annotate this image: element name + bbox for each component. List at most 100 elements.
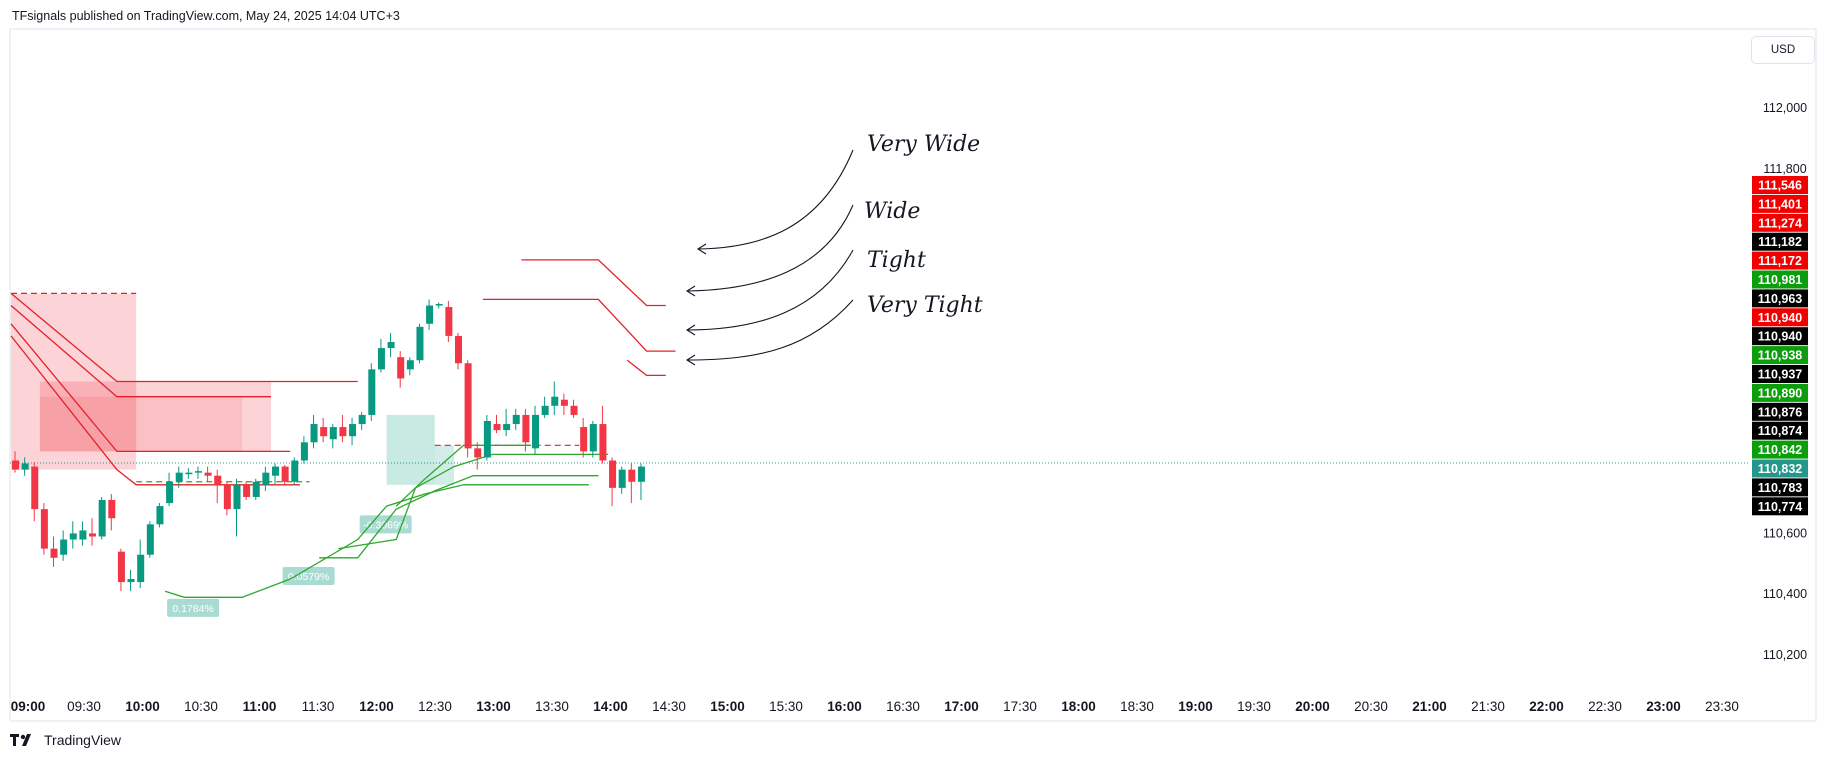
red-stop-line: [521, 259, 666, 307]
price-badge: [1752, 383, 1808, 402]
candle-body: [21, 463, 29, 470]
candle-body: [252, 481, 260, 497]
green-stop-line: [338, 453, 609, 550]
red-stop-line: [482, 298, 676, 352]
arrow-head-icon: [685, 285, 696, 297]
candle-body: [137, 554, 145, 583]
candle-body: [532, 414, 540, 449]
time-tick-label: 21:00: [1412, 699, 1447, 714]
price-badge-label: 110,774: [1758, 500, 1803, 514]
price-badge: [1752, 327, 1808, 346]
price-tick-label: 112,000: [1763, 101, 1807, 115]
candle-body: [512, 414, 520, 425]
candle-body: [570, 405, 578, 415]
candle-body: [31, 466, 39, 510]
price-badge-label: 111,182: [1758, 235, 1802, 249]
price-badge: [1752, 176, 1808, 194]
candle-body: [204, 472, 212, 476]
candle-body: [194, 471, 202, 473]
footer[interactable]: TradingView: [10, 732, 121, 748]
price-badge: [1752, 194, 1808, 213]
candle-body: [368, 369, 376, 415]
percent-label: 0.1784%: [172, 603, 213, 615]
candle-body: [397, 357, 405, 379]
candle-body: [599, 424, 607, 461]
time-tick-label: 15:00: [710, 699, 745, 714]
candle-body: [185, 472, 193, 475]
price-badge: [1752, 402, 1808, 421]
time-tick-label: 23:00: [1646, 699, 1681, 714]
percent-label: -0.3069%: [363, 519, 408, 531]
price-badge: [1752, 421, 1808, 440]
candle-body: [223, 484, 231, 510]
candle-body: [377, 348, 385, 370]
candle-body: [339, 427, 347, 437]
price-tick-label: 110,600: [1763, 526, 1807, 540]
candle-body: [445, 307, 453, 336]
price-badge-label: 110,937: [1758, 368, 1803, 382]
annotation-label: Very Wide: [867, 132, 980, 157]
zones-layer: 0.1784%0.0579%-0.3069%: [11, 293, 454, 617]
price-badge: [1752, 232, 1808, 251]
candle-body: [560, 399, 568, 406]
time-tick-label: 12:30: [418, 699, 452, 714]
candle-body: [60, 539, 68, 555]
price-badge-label: 110,842: [1758, 443, 1803, 457]
time-tick-label: 22:30: [1588, 699, 1622, 714]
time-tick-label: 21:30: [1471, 699, 1505, 714]
candle-body: [233, 484, 241, 510]
candle-body: [272, 466, 280, 476]
candle-body: [300, 442, 308, 461]
price-axis[interactable]: 112,000 111,800 110,600 110,400 110,200: [1763, 101, 1807, 662]
candle-body: [551, 396, 559, 406]
time-tick-label: 23:30: [1705, 699, 1739, 714]
red-stop-line: [10, 305, 271, 398]
price-badge-label: 110,890: [1758, 386, 1803, 400]
annotation-arrow: [686, 204, 854, 292]
candle-body: [291, 460, 299, 482]
candle-body: [166, 481, 174, 504]
price-badge: [1752, 346, 1808, 365]
candle-body: [541, 405, 549, 415]
time-tick-label: 13:30: [535, 699, 569, 714]
price-badge-label: 110,940: [1758, 311, 1803, 325]
time-tick-label: 20:30: [1354, 699, 1388, 714]
annotation-label: Very Tight: [867, 293, 983, 318]
candle-body: [387, 341, 395, 349]
time-tick-label: 17:00: [944, 699, 979, 714]
red-stop-line: [10, 292, 358, 383]
price-badge-label: 111,274: [1758, 216, 1802, 230]
time-tick-label: 16:30: [886, 699, 920, 714]
candle-body: [618, 469, 626, 488]
candle-body: [416, 326, 424, 361]
publication-header: TFsignals published on TradingView.com, …: [12, 9, 400, 23]
green-zone: [386, 414, 435, 485]
candle-body: [117, 551, 125, 583]
green-stop-line: [319, 475, 599, 559]
candle-body: [464, 363, 472, 449]
price-badge-label: 110,783: [1758, 481, 1803, 495]
candle-body: [435, 304, 443, 306]
green-stop-line: [395, 444, 531, 507]
time-tick-label: 11:00: [243, 699, 277, 714]
price-badge: [1752, 308, 1808, 327]
candle-body: [108, 500, 116, 519]
price-tick-label: 110,400: [1763, 587, 1807, 601]
time-axis[interactable]: 09:00 09:30 10:00 10:30 11:00 11:30 12:00 12:30…: [11, 699, 1739, 714]
candle-body: [175, 472, 183, 482]
tradingview-logo-icon: [10, 734, 31, 746]
price-badge-label: 111,172: [1758, 254, 1802, 268]
candle-body: [12, 460, 19, 470]
currency-button[interactable]: USD: [1751, 36, 1815, 64]
candle-body: [609, 460, 617, 488]
time-tick-label: 16:00: [827, 699, 862, 714]
price-badge: [1752, 497, 1808, 516]
percent-label-box: [359, 515, 412, 534]
time-tick-label: 18:00: [1061, 699, 1096, 714]
price-badge-label: 110,876: [1758, 405, 1803, 419]
time-tick-label: 19:30: [1237, 699, 1271, 714]
candle-body: [79, 530, 87, 540]
candle-body: [349, 424, 357, 437]
price-badge-label: 110,874: [1758, 424, 1803, 438]
